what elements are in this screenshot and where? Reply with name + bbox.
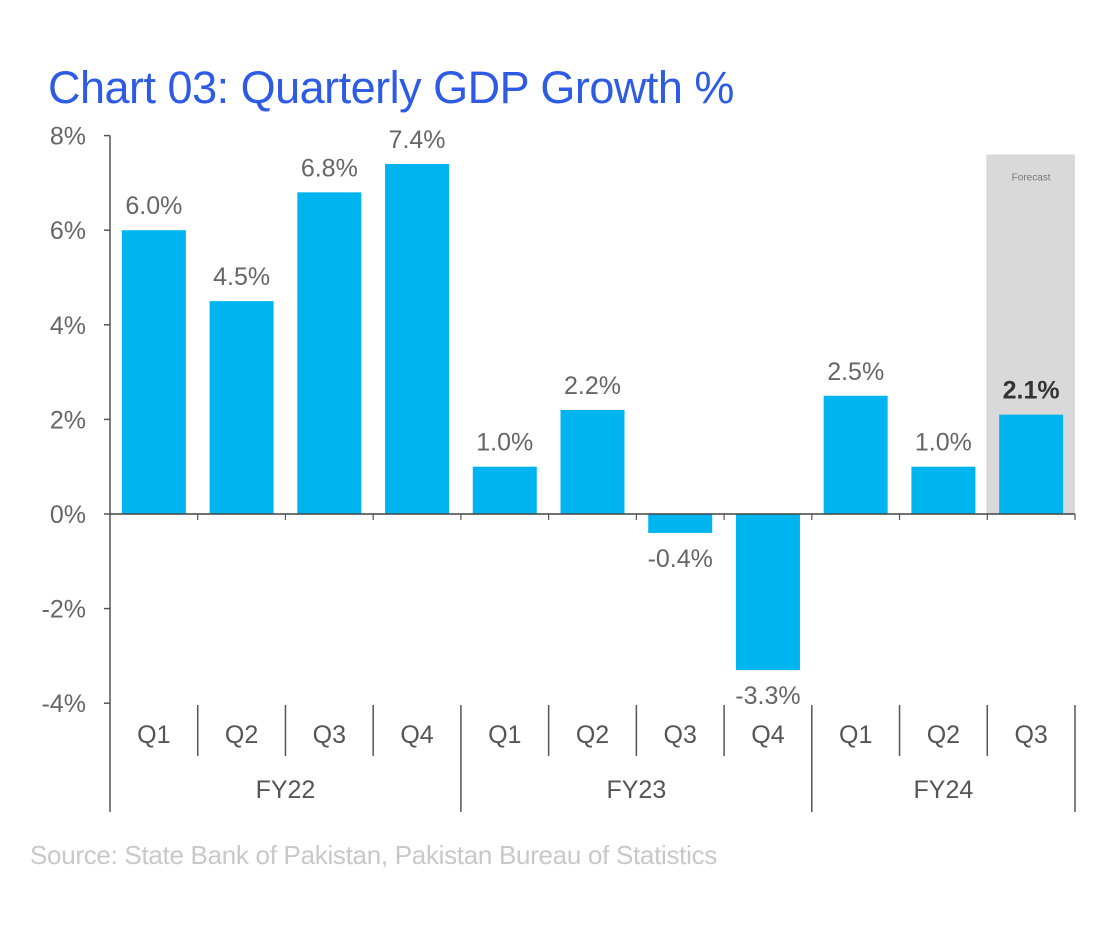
data-label: 7.4% [389,126,446,154]
data-label: 6.8% [301,154,358,182]
category-label: Q2 [927,721,960,749]
data-labels: 6.0% 4.5% 6.8% 7.4% 1.0% 2.2% -0.4% -3.3% 2.5% 1.… [125,126,1059,710]
y-tick-label: -4% [42,690,86,718]
bar [385,163,450,515]
category-label: Q1 [488,721,521,749]
data-label: -0.4% [648,545,713,573]
y-tick-label: 0% [50,501,86,529]
axes: 8% 6% 4% 2% 0% -2% -4% [42,123,1076,812]
data-label: 4.5% [213,263,270,291]
category-label: Q4 [400,721,433,749]
bar [911,466,976,514]
category-label: Q4 [751,721,784,749]
y-tick-label: 4% [50,312,86,340]
data-label: -3.3% [735,682,800,710]
category-label: Q2 [576,721,609,749]
data-label: 2.2% [564,372,621,400]
category-axis: Q1 Q2 Q3 Q4 Q1 Q2 Q3 Q4 Q1 Q2 Q3 FY22 FY23 FY24 [137,705,1076,812]
data-label: 2.5% [827,358,884,386]
bar [560,409,625,514]
bar [472,466,537,514]
y-tick-label: 8% [50,123,86,151]
source-note: Source: State Bank of Pakistan, Pakistan… [30,840,717,870]
y-tick-label: 2% [50,406,86,434]
category-label: Q3 [1014,721,1047,749]
data-label: 2.1% [1003,377,1060,405]
bar [648,514,713,533]
bar [735,514,800,671]
data-label: 6.0% [125,192,182,220]
bar [297,192,362,515]
data-label: 1.0% [915,429,972,457]
category-label: Q1 [839,721,872,749]
data-label: 1.0% [476,429,533,457]
bar [121,230,186,514]
bars [121,163,1064,671]
group-label: FY22 [256,776,316,804]
category-label: Q2 [225,721,258,749]
category-label: Q1 [137,721,170,749]
bar [823,395,888,514]
group-label: FY23 [606,776,666,804]
y-tick-label: -2% [42,596,86,624]
y-tick-label: 6% [50,217,86,245]
bar [209,301,274,514]
bar [999,414,1064,514]
category-label: Q3 [664,721,697,749]
group-label: FY24 [914,776,974,804]
category-label: Q3 [313,721,346,749]
chart-title: Chart 03: Quarterly GDP Growth % [48,62,734,113]
forecast-label: Forecast [1012,173,1051,184]
